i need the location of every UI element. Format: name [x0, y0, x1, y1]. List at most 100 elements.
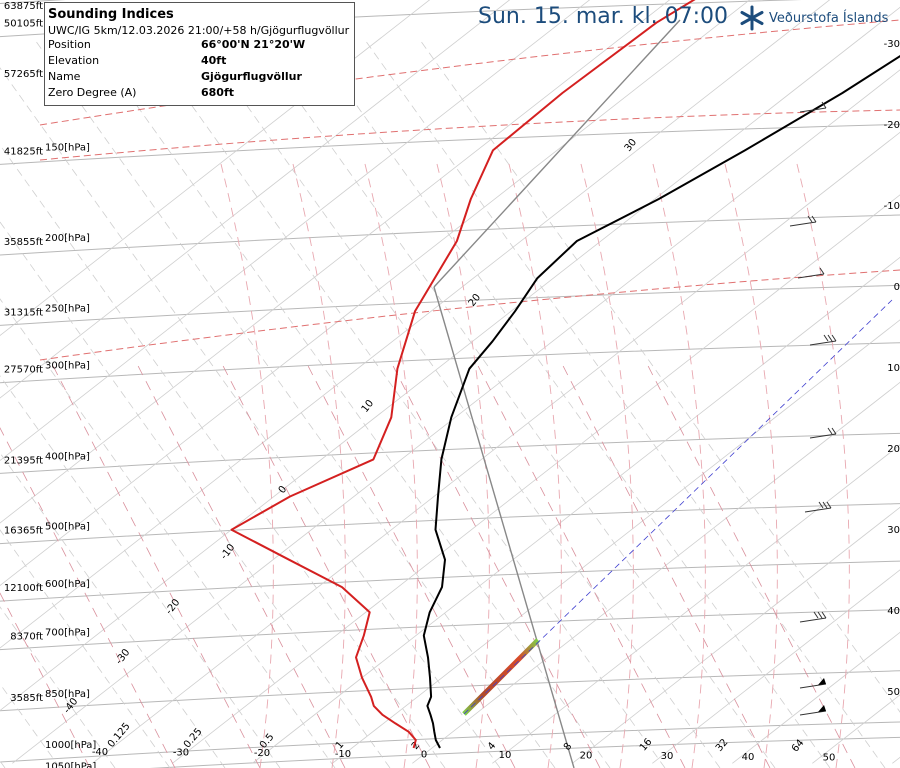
mixing-ratio-line: [644, 359, 856, 768]
isobar-line: [0, 670, 900, 712]
mixing-ratio-label: 1: [334, 739, 347, 751]
parcel-segment: [462, 638, 540, 716]
temperature-label: 40: [742, 752, 755, 763]
isotherm-line: [252, 256, 900, 764]
dry-adiabat-line: [0, 606, 116, 768]
height-label: 3585ft: [10, 693, 43, 704]
height-label: 50105ft: [4, 19, 43, 30]
isotherm-line: [652, 569, 900, 764]
dry-adiabat-line: [364, 39, 886, 768]
temperature-label: -20: [254, 748, 270, 759]
dry-adiabat-line: [199, 39, 721, 768]
right-axis-label: 50: [887, 687, 900, 698]
wind-barb-icon: [809, 334, 837, 346]
dry-adiabat-line: [419, 39, 900, 713]
mixing-ratio-line: [559, 359, 771, 768]
axis-labels: 63875ft 57265ft 50105ft 41825ft 35855ft 31315…: [4, 1, 900, 768]
right-axis-label: 10: [887, 363, 900, 374]
info-value: 680ft: [201, 86, 235, 99]
height-label: 57265ft: [4, 69, 43, 80]
height-label: 8370ft: [10, 632, 43, 643]
reference-line: [433, 286, 575, 768]
isotherm-line: [0, 0, 831, 649]
info-title: Sounding Indices: [48, 7, 174, 22]
right-axis-label: 30: [887, 525, 900, 536]
mixing-ratio-line: [0, 427, 176, 768]
moist-adiabat-line: [795, 159, 850, 768]
height-label: 63875ft: [4, 1, 43, 12]
isobar-line: [0, 560, 900, 602]
temperature-label: 10: [499, 750, 512, 761]
dewpoint-curve: [230, 0, 696, 749]
isobar-line: [0, 284, 900, 326]
right-axis-label: 0: [894, 282, 900, 293]
pressure-label: 700[hPa]: [45, 628, 90, 639]
mixing-ratio-line: [0, 592, 91, 768]
pressure-label: 1050[hPa]: [45, 761, 96, 768]
temperature-label: 0: [421, 749, 427, 760]
isotherm-line: [0, 0, 591, 462]
dry-adiabat-line: [34, 39, 556, 768]
dry-adiabat-line: [0, 375, 281, 768]
mixing-ratio-label: 4: [486, 740, 499, 752]
isotherm-line: [812, 694, 900, 764]
isotherm-line: [332, 319, 900, 764]
temperature-label: 50: [823, 752, 836, 763]
dry-adiabat-line: [309, 39, 831, 768]
wind-barb-icon: [799, 678, 827, 689]
isobar-line: [0, 214, 900, 256]
wind-barb-icon: [809, 427, 837, 439]
info-row-name: Name Gjögurflugvöllur: [45, 69, 354, 85]
dry-adiabat-line: [0, 298, 336, 768]
info-subtitle: UWC/IG 5km/12.03.2026 21:00/+58 h/Gjögur…: [48, 24, 350, 37]
mixing-ratio-label: 2: [410, 740, 423, 752]
mixing-ratio-label: 16: [638, 737, 655, 754]
temperature-label: -30: [173, 748, 189, 759]
mixing-ratio-line: [49, 359, 261, 768]
mixing-ratio-line: [134, 359, 346, 768]
right-axis-label: 20: [887, 444, 900, 455]
right-axis-label: -20: [884, 120, 900, 131]
info-value: 40ft: [201, 54, 227, 67]
snowflake-logo-icon: [740, 5, 764, 31]
height-label: 31315ft: [4, 307, 43, 318]
isobar-line: [0, 123, 900, 165]
moist-adiabat-line: [219, 159, 274, 768]
info-value: 66°00'N 21°20'W: [201, 38, 306, 51]
height-label: 41825ft: [4, 146, 43, 157]
dry-adiabat-line: [89, 39, 611, 768]
mixing-ratio-line: [474, 359, 686, 768]
right-axis-label: 40: [887, 606, 900, 617]
isotherm-line: [412, 381, 900, 764]
mixing-ratio-label: 0.25: [182, 726, 205, 750]
temperature-label: 30: [661, 751, 674, 762]
isotherm-line: [732, 631, 900, 764]
height-label: 12100ft: [4, 583, 43, 594]
isobar-line: [0, 609, 900, 651]
moist-adiabat-line: [579, 159, 634, 768]
pressure-label: 850[hPa]: [45, 689, 90, 700]
isotherm-line: [172, 194, 900, 764]
info-label: Position: [48, 38, 91, 51]
pressure-label: 150[hPa]: [45, 142, 90, 153]
brand-name: Veðurstofa Íslands: [769, 10, 889, 26]
sounding-indices-box: Sounding Indices UWC/IG 5km/12.03.2026 2…: [44, 2, 355, 106]
wind-barb-icon: [799, 611, 827, 623]
height-label: 16365ft: [4, 526, 43, 537]
isotherm-label: -30: [114, 647, 133, 667]
isotherm-line: [0, 0, 751, 587]
temperature-label: -10: [335, 749, 351, 760]
sounding-series: [230, 0, 900, 749]
info-row-zero-degree: Zero Degree (A) 680ft: [45, 85, 354, 101]
right-axis-label: -10: [884, 201, 900, 212]
brand-logo: Veðurstofa Íslands: [738, 4, 888, 32]
temperature-label: -40: [92, 747, 108, 758]
isotherm-label: 30: [623, 137, 640, 154]
wind-barb-icon: [789, 215, 817, 227]
stable-layer-line: [39, 109, 900, 161]
info-row-elevation: Elevation 40ft: [45, 53, 354, 69]
isotherm-label: -10: [219, 542, 238, 562]
temperature-label: 20: [580, 751, 593, 762]
